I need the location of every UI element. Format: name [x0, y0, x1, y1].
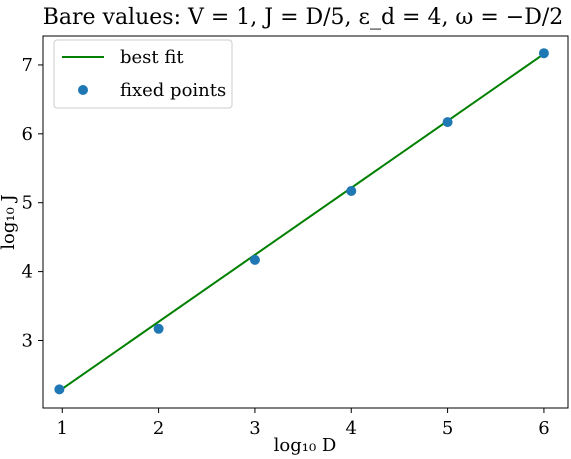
legend-marker-swatch [78, 85, 88, 95]
y-tick-label: 7 [22, 55, 33, 76]
chart-title: Bare values: V = 1, J = D/5, ε_d = 4, ω … [43, 5, 564, 30]
legend: best fit fixed points [53, 39, 233, 109]
legend-label-fixed-points: fixed points [120, 80, 226, 101]
plot-frame [42, 35, 569, 409]
x-axis: 1 2 3 4 5 6 [57, 408, 550, 439]
x-tick-label: 3 [249, 418, 260, 439]
x-tick-label: 5 [442, 418, 453, 439]
y-tick-label: 6 [22, 124, 33, 145]
y-tick-label: 4 [22, 262, 33, 283]
fixed-point-marker [54, 384, 65, 395]
y-tick-label: 5 [22, 193, 33, 214]
y-tick-label: 3 [22, 330, 33, 351]
best-fit-line [58, 53, 545, 392]
x-tick-label: 4 [346, 418, 357, 439]
y-axis-label: log₁₀ J [0, 194, 19, 250]
y-axis: 3 4 5 6 7 [22, 55, 43, 351]
series-layer [54, 48, 549, 395]
x-axis-label: log₁₀ D [274, 435, 337, 456]
fixed-point-marker [346, 186, 357, 196]
x-tick-label: 1 [57, 418, 68, 439]
x-tick-label: 2 [153, 418, 164, 439]
legend-label-best-fit: best fit [120, 47, 184, 68]
fixed-point-marker [538, 48, 549, 59]
fixed-point-marker [249, 254, 260, 265]
x-tick-label: 6 [538, 418, 549, 439]
fixed-point-marker [442, 117, 453, 128]
fixed-point-marker [153, 323, 164, 334]
